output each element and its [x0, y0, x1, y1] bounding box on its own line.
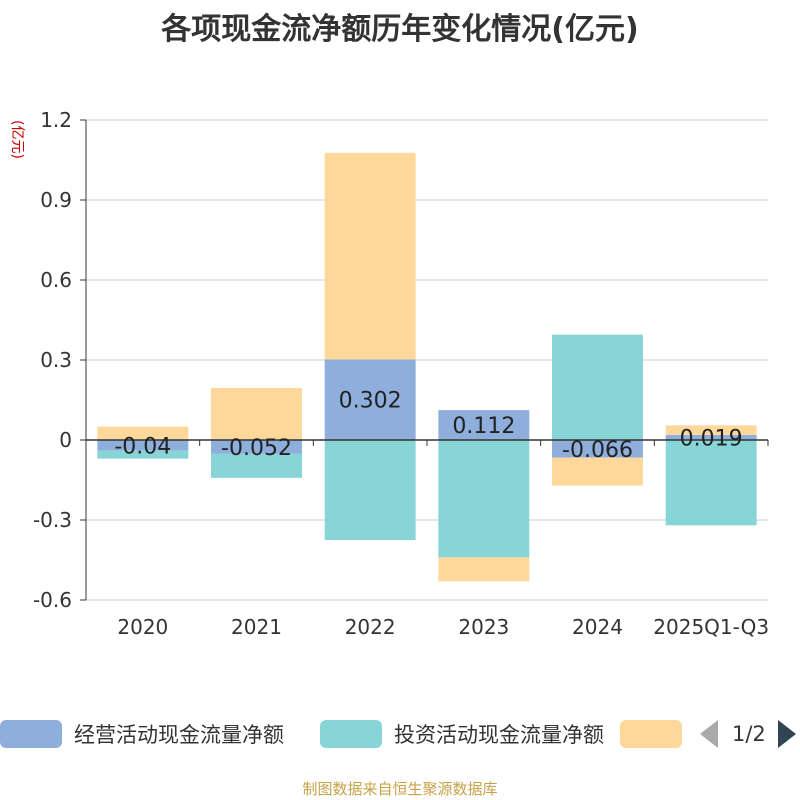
x-tick-label: 2021	[231, 615, 282, 639]
bar-2025Q1-Q3-series-2[interactable]	[665, 425, 757, 435]
legend-item-financing[interactable]	[620, 716, 694, 752]
y-tick-label: 0.9	[40, 188, 72, 212]
bar-2023-series-1[interactable]	[438, 440, 530, 558]
legend-prev-arrow-icon[interactable]	[700, 720, 718, 748]
grid-lines	[86, 119, 768, 601]
legend-page-indicator: 1/2	[732, 722, 766, 746]
data-labels: -0.04 -0.052 0.302 0.112 -0.066 0.019	[114, 389, 742, 463]
bar-2024-series-1[interactable]	[552, 334, 643, 440]
y-tick-label: -0.3	[33, 508, 72, 532]
bar-2025Q1-Q3-series-1[interactable]	[665, 440, 757, 526]
bar-2022-series-1[interactable]	[324, 440, 416, 540]
bar-2023-series-0[interactable]	[438, 410, 530, 440]
legend-label-investing: 投资活动现金流量净额	[394, 723, 604, 747]
bar-chart: 1.2 0.9 0.6 0.3 0 -0.3 -0.6 2020 2021 2022 2023 202…	[33, 108, 769, 639]
bars	[97, 152, 757, 582]
y-tick-label: 0.6	[40, 268, 72, 292]
axes: 1.2 0.9 0.6 0.3 0 -0.3 -0.6 2020 2021 2022 2023 202…	[33, 108, 769, 639]
bar-2021-series-0[interactable]	[211, 440, 302, 454]
data-source-note: 制图数据来自恒生聚源数据库	[302, 780, 498, 798]
bar-2021-series-2[interactable]	[211, 388, 302, 440]
data-label-2022: 0.302	[339, 389, 402, 414]
data-label-2020: -0.04	[114, 434, 171, 459]
legend-swatch-investing	[320, 720, 382, 748]
y-tick-label: -0.6	[33, 588, 72, 612]
x-tick-label: 2025Q1-Q3	[653, 615, 769, 639]
y-tick-label: 0.3	[40, 348, 72, 372]
data-label-2021: -0.052	[221, 436, 292, 461]
y-tick-label: 0	[59, 428, 72, 452]
legend-label-operating: 经营活动现金流量净额	[74, 723, 284, 747]
bar-2020-series-1[interactable]	[97, 450, 189, 459]
bar-2021-series-1[interactable]	[211, 453, 302, 478]
bar-2024-series-0[interactable]	[552, 440, 643, 458]
legend-item-investing[interactable]: 投资活动现金流量净额	[320, 716, 604, 752]
chart-title: 各项现金流净额历年变化情况(亿元)	[161, 12, 639, 47]
legend-next-arrow-icon[interactable]	[777, 720, 796, 748]
bar-2024-series-2[interactable]	[552, 457, 643, 486]
bar-2020-series-2[interactable]	[97, 426, 189, 440]
data-label-2025Q1-Q3: 0.019	[680, 426, 743, 451]
x-tick-label: 2022	[345, 615, 396, 639]
legend-swatch-financing	[620, 720, 682, 748]
bar-2023-series-2[interactable]	[438, 557, 530, 582]
data-label-2024: -0.066	[562, 438, 633, 463]
bar-2022-series-2[interactable]	[324, 152, 416, 360]
legend-item-operating[interactable]: 经营活动现金流量净额	[0, 716, 284, 752]
legend-pager: 1/2	[700, 716, 796, 752]
legend: 经营活动现金流量净额 投资活动现金流量净额 1/2	[0, 716, 800, 752]
bar-2022-series-0[interactable]	[324, 359, 416, 440]
x-tick-label: 2024	[572, 615, 623, 639]
y-tick-label: 1.2	[40, 108, 72, 132]
data-label-2023: 0.112	[452, 414, 515, 439]
bar-2025Q1-Q3-series-0[interactable]	[665, 434, 757, 440]
legend-swatch-operating	[0, 720, 62, 748]
bar-2020-series-0[interactable]	[97, 440, 189, 451]
x-tick-label: 2023	[458, 615, 509, 639]
x-tick-label: 2020	[117, 615, 168, 639]
